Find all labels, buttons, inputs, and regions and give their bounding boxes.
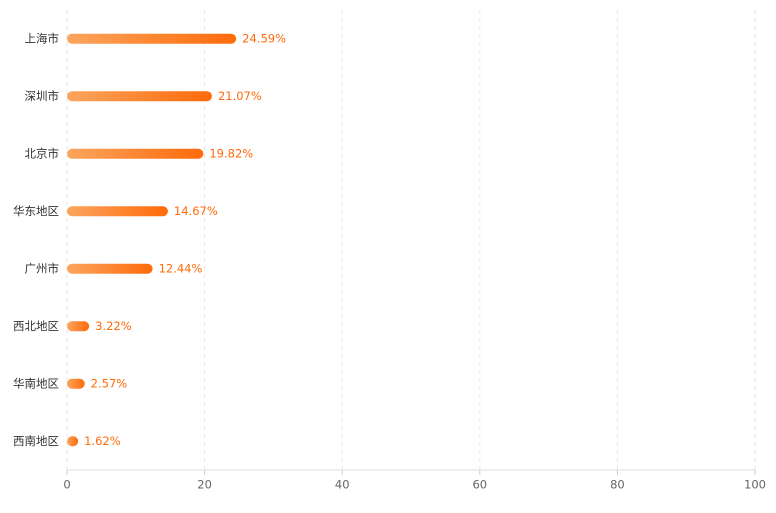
x-tick-label: 20 [197, 478, 212, 492]
value-label: 1.62% [84, 434, 121, 448]
bar [67, 33, 237, 44]
bar [67, 436, 79, 447]
bar [67, 378, 85, 389]
bar [67, 148, 204, 159]
bar [67, 263, 153, 274]
value-label: 14.67% [174, 204, 218, 218]
bar [67, 321, 90, 332]
x-tick-label: 80 [610, 478, 625, 492]
y-tick-label: 西南地区 [13, 434, 59, 448]
bar [67, 206, 168, 217]
y-tick-label: 西北地区 [13, 319, 59, 333]
value-label: 19.82% [209, 146, 253, 160]
x-tick-label: 100 [744, 478, 766, 492]
x-tick-label: 0 [63, 478, 70, 492]
y-tick-label: 深圳市 [25, 89, 60, 103]
value-label: 2.57% [91, 376, 128, 390]
y-tick-label: 上海市 [25, 31, 60, 45]
value-label: 12.44% [159, 261, 203, 275]
y-tick-label: 广州市 [25, 261, 60, 275]
y-tick-label: 华南地区 [13, 376, 59, 390]
y-tick-label: 北京市 [25, 146, 60, 160]
value-label: 3.22% [95, 319, 132, 333]
value-label: 24.59% [242, 31, 286, 45]
x-tick-label: 60 [472, 478, 487, 492]
x-tick-label: 40 [335, 478, 350, 492]
value-label: 21.07% [218, 89, 262, 103]
bar [67, 91, 212, 102]
y-tick-label: 华东地区 [13, 204, 59, 218]
